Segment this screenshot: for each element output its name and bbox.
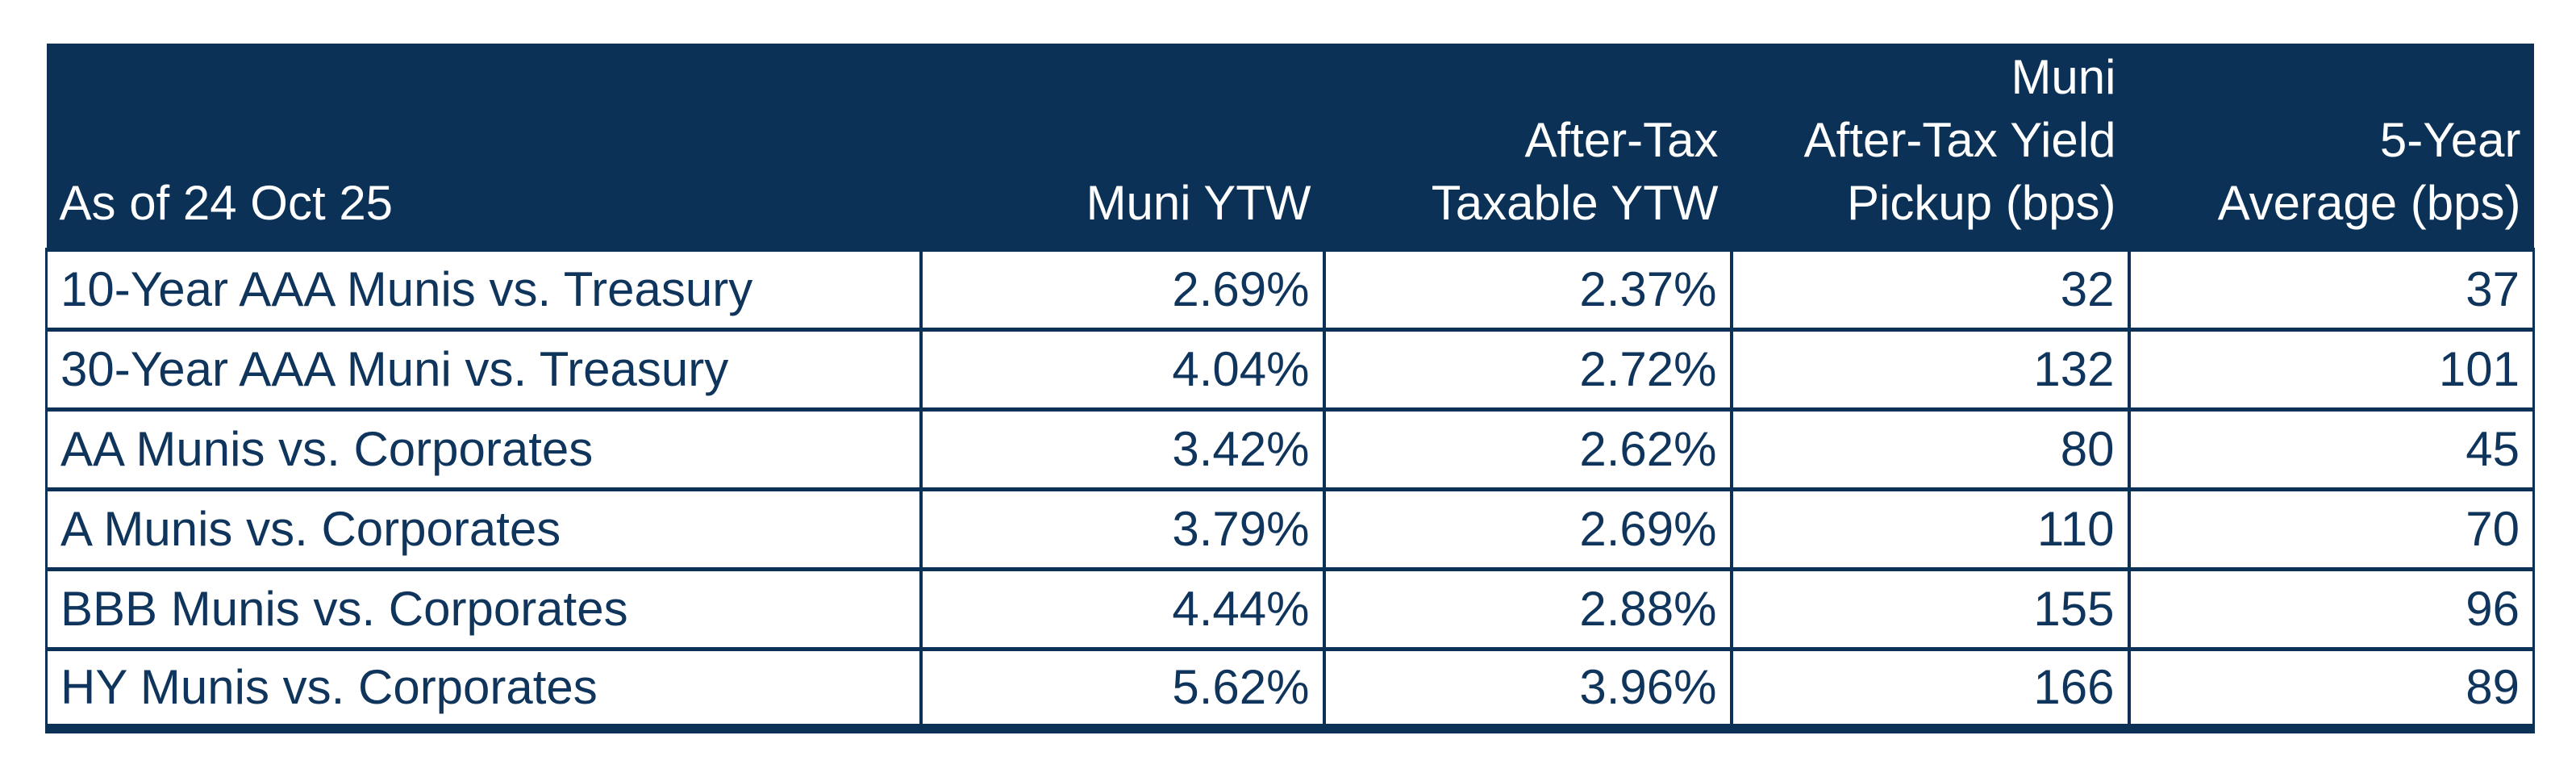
- table-row: 10-Year AAA Munis vs. Treasury 2.69% 2.3…: [45, 247, 2535, 332]
- table-row: HY Munis vs. Corporates 5.62% 3.96% 166 …: [45, 646, 2535, 731]
- row-label: 10-Year AAA Munis vs. Treasury: [45, 247, 923, 332]
- header-line: Pickup (bps): [1847, 175, 2116, 230]
- cell-after-tax-taxable-ytw: 3.96%: [1322, 646, 1733, 731]
- header-line: Taxable YTW: [1431, 175, 1719, 230]
- cell-after-tax-taxable-ytw: 2.62%: [1322, 407, 1733, 491]
- col-header-muni-ytw: Muni YTW: [920, 44, 1324, 249]
- table-row: A Munis vs. Corporates 3.79% 2.69% 110 7…: [45, 487, 2535, 571]
- row-label: 30-Year AAA Muni vs. Treasury: [45, 327, 923, 412]
- cell-after-tax-taxable-ytw: 2.72%: [1322, 327, 1733, 412]
- cell-pickup-bps: 132: [1729, 327, 2131, 412]
- header-line: 5-Year: [2379, 112, 2521, 167]
- cell-pickup-bps: 155: [1729, 566, 2131, 651]
- table-row: 30-Year AAA Muni vs. Treasury 4.04% 2.72…: [45, 327, 2535, 412]
- header-row: As of 24 Oct 25 Muni YTW After-Tax Taxab…: [46, 44, 2534, 249]
- row-label: AA Munis vs. Corporates: [45, 407, 923, 491]
- cell-muni-ytw: 4.44%: [919, 566, 1326, 651]
- cell-pickup-bps: 32: [1729, 247, 2131, 332]
- cell-5-year-avg-bps: 96: [2127, 566, 2535, 651]
- header-line: After-Tax Yield: [1803, 112, 2116, 167]
- cell-after-tax-taxable-ytw: 2.88%: [1322, 566, 1733, 651]
- col-header-after-tax-taxable-ytw: After-Tax Taxable YTW: [1323, 44, 1732, 249]
- cell-5-year-avg-bps: 89: [2127, 646, 2535, 731]
- muni-yield-comparison-table: As of 24 Oct 25 Muni YTW After-Tax Taxab…: [45, 44, 2535, 733]
- col-header-muni-after-tax-yield-pickup: Muni After-Tax Yield Pickup (bps): [1731, 44, 2129, 249]
- row-label: HY Munis vs. Corporates: [45, 646, 923, 731]
- cell-muni-ytw: 3.79%: [919, 487, 1326, 571]
- table-row: BBB Munis vs. Corporates 4.44% 2.88% 155…: [45, 566, 2535, 651]
- col-header-5-year-average: 5-Year Average (bps): [2128, 44, 2534, 249]
- cell-after-tax-taxable-ytw: 2.37%: [1322, 247, 1733, 332]
- header-line: After-Tax: [1524, 112, 1719, 167]
- cell-pickup-bps: 110: [1729, 487, 2131, 571]
- cell-pickup-bps: 80: [1729, 407, 2131, 491]
- row-label: A Munis vs. Corporates: [45, 487, 923, 571]
- cell-muni-ytw: 4.04%: [919, 327, 1326, 412]
- cell-muni-ytw: 2.69%: [919, 247, 1326, 332]
- cell-after-tax-taxable-ytw: 2.69%: [1322, 487, 1733, 571]
- cell-muni-ytw: 5.62%: [919, 646, 1326, 731]
- col-header-as-of-date: As of 24 Oct 25: [46, 44, 921, 249]
- cell-5-year-avg-bps: 101: [2127, 327, 2535, 412]
- row-label: BBB Munis vs. Corporates: [45, 566, 923, 651]
- header-line: Average (bps): [2217, 175, 2521, 230]
- cell-muni-ytw: 3.42%: [919, 407, 1326, 491]
- cell-pickup-bps: 166: [1729, 646, 2131, 731]
- cell-5-year-avg-bps: 45: [2127, 407, 2535, 491]
- header-line: Muni: [2011, 49, 2116, 104]
- cell-5-year-avg-bps: 37: [2127, 247, 2535, 332]
- cell-5-year-avg-bps: 70: [2127, 487, 2535, 571]
- table-row: AA Munis vs. Corporates 3.42% 2.62% 80 4…: [45, 407, 2535, 491]
